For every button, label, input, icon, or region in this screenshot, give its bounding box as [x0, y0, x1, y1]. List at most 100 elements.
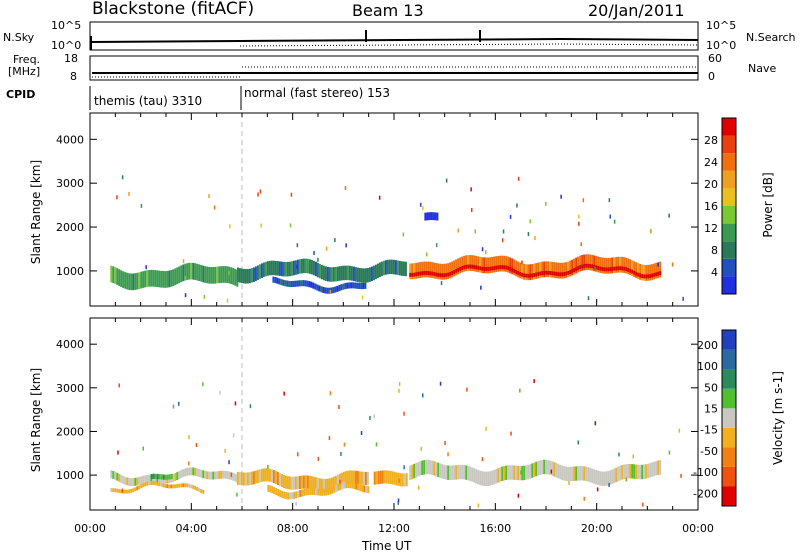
scatter-echo — [334, 238, 336, 243]
echo-cell — [334, 266, 337, 282]
echo-cell — [391, 471, 394, 485]
x-tick-label: 20:00 — [581, 522, 613, 535]
colorbar-tick-label: 50 — [704, 381, 718, 394]
echo-cell — [180, 483, 183, 488]
echo-cell — [382, 260, 385, 276]
echo-core-cell — [537, 272, 540, 276]
echo-cell — [142, 475, 145, 484]
echo-cell — [370, 266, 373, 282]
echo-cell — [302, 258, 305, 274]
echo-cell — [282, 261, 285, 277]
echo-cell — [641, 264, 644, 281]
scatter-echo — [145, 265, 147, 270]
echo-cell — [635, 464, 638, 479]
echo-cell — [220, 470, 223, 479]
echo-core-cell — [625, 267, 628, 272]
echo-cell — [491, 257, 494, 273]
echo-cell — [334, 286, 337, 293]
echo-cell — [144, 482, 147, 487]
echo-core-cell — [427, 271, 430, 275]
echo-core-cell — [629, 268, 632, 273]
echo-cell — [455, 259, 458, 276]
echo-cell — [286, 280, 289, 287]
echo-cell — [637, 263, 640, 279]
velocity-ylabel: Slant Range [km] — [29, 367, 43, 473]
echo-cell — [589, 254, 592, 271]
scatter-echo — [195, 443, 198, 447]
echo-cell — [653, 263, 656, 280]
echo-cell — [579, 466, 582, 481]
echo-cell — [288, 261, 291, 277]
echo-cell — [156, 270, 159, 287]
echo-cell — [350, 470, 353, 484]
echo-cell — [443, 263, 446, 280]
echo-core-cell — [521, 272, 524, 277]
echo-cell — [274, 470, 277, 484]
noise-right-tick-bottom: 10^0 — [706, 39, 737, 52]
echo-cell — [304, 475, 307, 489]
echo-cell — [279, 490, 282, 498]
echo-cell — [390, 259, 393, 275]
echo-cell — [507, 256, 510, 273]
echo-core-cell — [447, 272, 450, 277]
echo-cell — [356, 267, 359, 283]
echo-cell — [160, 482, 163, 487]
echo-cell — [325, 488, 328, 496]
scatter-echo — [289, 223, 292, 228]
time-axis-label: Time UT — [362, 539, 412, 553]
scatter-echo — [418, 485, 420, 490]
echo-cell — [140, 271, 143, 289]
echo-cell — [553, 462, 556, 477]
echo-cell — [136, 486, 139, 491]
echo-cell — [244, 269, 247, 284]
echo-cell — [593, 255, 596, 272]
echo-cell — [162, 483, 165, 488]
echo-cell — [342, 283, 345, 290]
scatter-echo — [439, 381, 442, 386]
echo-core-cell — [559, 272, 562, 277]
echo-cell — [455, 465, 458, 480]
echo-cell — [278, 473, 281, 487]
echo-cell — [258, 264, 261, 279]
echo-cell — [198, 488, 201, 492]
echo-cell — [447, 263, 450, 279]
echo-cell — [304, 280, 307, 287]
scatter-echo — [471, 208, 473, 212]
y-tick-label: 1000 — [56, 469, 84, 482]
echo-cell — [509, 257, 512, 274]
echo-core-cell — [593, 264, 596, 269]
echo-cell — [174, 484, 177, 489]
cpid-mode-2: normal (fast stereo) 153 — [244, 86, 391, 100]
scatter-echo — [267, 464, 269, 469]
scatter-echo — [527, 232, 530, 237]
echo-cell — [158, 270, 161, 288]
echo-core-cell — [627, 267, 630, 272]
echo-cell — [563, 466, 566, 481]
echo-cell — [533, 462, 536, 477]
echo-cell — [128, 273, 131, 290]
echo-cell — [441, 263, 444, 280]
echo-cell — [523, 465, 526, 481]
echo-cell — [156, 473, 159, 480]
echo-core-cell — [461, 266, 464, 270]
echo-cell — [389, 470, 392, 484]
echo-cell — [523, 263, 526, 280]
echo-cell — [294, 260, 297, 275]
echo-cell — [266, 468, 269, 482]
echo-cell — [256, 469, 259, 483]
echo-core-cell — [603, 267, 606, 272]
echo-core-cell — [507, 266, 510, 271]
echo-cell — [152, 481, 155, 485]
echo-cell — [655, 262, 658, 279]
freq-panel — [89, 55, 699, 81]
echo-cell — [180, 265, 183, 283]
echo-cell — [150, 473, 153, 480]
echo-cell — [401, 473, 404, 487]
echo-cell — [607, 257, 610, 274]
echo-cell — [210, 471, 213, 480]
echo-cell — [146, 474, 149, 483]
echo-cell — [453, 260, 456, 277]
echo-core-cell — [647, 274, 650, 279]
echo-cell — [274, 260, 277, 276]
echo-cell — [377, 471, 380, 485]
